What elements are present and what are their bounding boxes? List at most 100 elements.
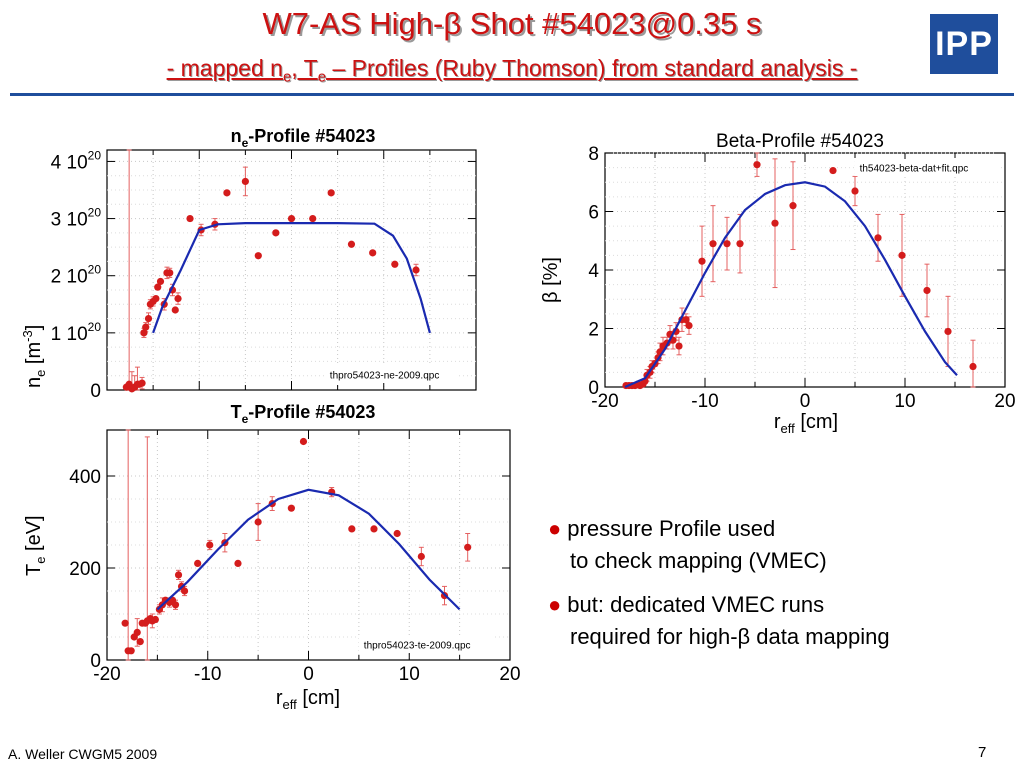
te-y-tick-label: 400 (69, 467, 101, 488)
beta-x-tick-label: 10 (894, 391, 915, 412)
ne-profile-chart: ne-Profile #54023 ne [m-3] 0 1 1020 2 1020… (20, 126, 477, 402)
ne-y-tick-label: 2 1020 (51, 263, 102, 288)
beta-data-point (685, 321, 693, 330)
te-data-point (348, 525, 356, 533)
ne-data-point (144, 314, 153, 323)
beta-y-tick-label: 6 (588, 203, 599, 224)
beta-file-label-bg (854, 159, 999, 176)
ne-data-point (140, 329, 148, 337)
beta-data-point (682, 316, 690, 324)
slide-subtitle: - mapped ne, Te – Profiles (Ruby Thomson… (166, 55, 858, 86)
te-x-tick-label: 10 (399, 664, 420, 685)
beta-x-tick-label: -10 (691, 391, 718, 412)
te-profile-chart: Te-Profile #54023 Te [eV] reff [cm] 0200… (23, 402, 521, 712)
ne-y-tick-label: 4 1020 (51, 148, 102, 173)
ne-data-point (154, 283, 162, 291)
te-data-point (151, 615, 159, 624)
te-x-tick-label: 20 (499, 664, 520, 685)
ne-data-point (391, 260, 399, 268)
ne-data-point (272, 229, 280, 237)
ne-data-point (156, 277, 165, 286)
beta-data-point (923, 286, 931, 295)
beta-file-label: th54023-beta-dat+fit.qpc (860, 164, 969, 175)
te-x-axis-label: reff [cm] (276, 687, 340, 712)
ne-data-point (287, 214, 296, 223)
beta-data-point (723, 240, 731, 248)
te-y-tick-label: 200 (69, 559, 101, 580)
ne-data-point (171, 306, 179, 314)
ne-data-point (254, 252, 262, 260)
te-data-point (171, 601, 180, 609)
te-data-point (370, 525, 378, 533)
te-data-point (299, 437, 308, 446)
ne-data-point (166, 269, 174, 277)
te-x-tick-label: -10 (194, 664, 221, 685)
te-data-point (206, 541, 214, 549)
te-file-label: thpro54023-te-2009.qpc (364, 641, 471, 652)
bullet-dot-icon: ● (548, 516, 562, 541)
te-data-point (127, 647, 135, 655)
ipp-logo: IPP (930, 14, 998, 74)
ne-data-point (186, 214, 194, 223)
te-chart-title: Te-Profile #54023 (231, 402, 376, 426)
te-file-label-bg (358, 636, 492, 653)
te-data-point (133, 628, 141, 636)
te-data-point (234, 559, 242, 567)
beta-data-point (753, 161, 761, 169)
ne-data-point (241, 177, 249, 186)
ne-data-point (138, 379, 146, 387)
te-data-point (180, 587, 189, 595)
beta-x-tick-label: -20 (591, 391, 618, 412)
title-rule (10, 93, 1014, 96)
beta-x-tick-label: 20 (994, 391, 1015, 412)
te-y-tick-label: 0 (90, 651, 101, 672)
beta-data-point (789, 202, 797, 210)
beta-y-tick-label: 2 (588, 320, 599, 341)
ne-file-label: thpro54023-ne-2009.qpc (330, 371, 440, 382)
ne-fit-curve (152, 222, 431, 334)
te-data-point (287, 504, 295, 512)
beta-y-tick-label: 8 (588, 144, 599, 165)
ne-data-point (142, 323, 150, 331)
ne-y-tick-label: 0 (90, 381, 101, 402)
beta-data-point (675, 342, 683, 350)
beta-data-point (969, 362, 977, 371)
te-y-axis-label: Te [eV] (23, 515, 48, 576)
beta-data-point (874, 234, 882, 242)
beta-y-tick-label: 4 (588, 261, 599, 282)
ne-data-point (152, 294, 160, 303)
te-data-point (174, 571, 183, 579)
ne-data-point (223, 189, 231, 197)
beta-data-point (736, 240, 744, 248)
ne-data-point (327, 189, 335, 197)
te-data-point (136, 638, 144, 646)
ne-file-label-bg (324, 366, 458, 383)
ne-data-point (347, 240, 356, 248)
beta-data-point (709, 240, 717, 248)
bullet-item-vmec: ● but: dedicated VMEC runs required for h… (548, 592, 890, 649)
slide-title: W7-AS High-β Shot #54023@0.35 s (262, 6, 762, 41)
beta-x-tick-label: 0 (800, 391, 811, 412)
beta-data-point (898, 251, 906, 259)
footer-author: A. Weller CWGM5 2009 (8, 746, 158, 762)
beta-data-point (851, 187, 859, 195)
beta-y-axis-label: β [%] (540, 257, 562, 303)
bullet-item-pressure: ● pressure Profile used to check mapping … (548, 516, 827, 573)
beta-data-point (944, 327, 952, 336)
beta-y-tick-label: 0 (588, 378, 599, 399)
te-data-point (194, 559, 202, 567)
ne-chart-title: ne-Profile #54023 (231, 126, 376, 150)
beta-profile-chart: Beta-Profile #54023 β [%] reff [cm] 0 2 4 6… (540, 131, 1016, 436)
beta-data-point (698, 257, 706, 265)
te-data-point (464, 543, 472, 551)
bullet-list: ● pressure Profile used to check mapping … (548, 513, 1008, 665)
beta-x-axis-label: reff [cm] (774, 411, 838, 436)
ne-data-point (369, 249, 377, 257)
beta-data-point (771, 219, 779, 227)
ne-y-tick-label: 1 1020 (51, 320, 102, 345)
page-number: 7 (978, 744, 987, 761)
bullet-dot-icon: ● (548, 592, 562, 617)
te-x-tick-label: 0 (303, 664, 314, 685)
ne-data-point (412, 266, 420, 274)
te-x-tick-label: -20 (93, 664, 120, 685)
